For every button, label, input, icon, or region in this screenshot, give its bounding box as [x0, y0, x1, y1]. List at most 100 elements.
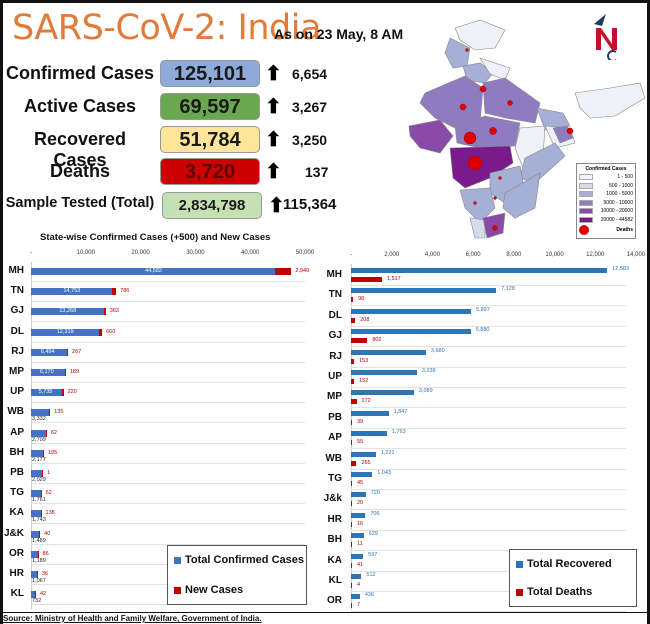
bar-total-deaths — [351, 542, 352, 548]
map-legend-title: Confirmed Cases — [585, 166, 627, 172]
value-label-new: 786 — [120, 288, 130, 295]
bar-total-recovered — [351, 472, 373, 477]
gridline — [31, 382, 305, 383]
legend-total-deaths: Total Deaths — [516, 586, 592, 598]
category-label: TG — [328, 473, 342, 484]
bar-total-deaths — [351, 603, 352, 609]
gridline — [351, 407, 626, 409]
gridline — [351, 427, 626, 429]
category-label: TG — [10, 487, 24, 499]
value-label-recovered: 3,089 — [418, 388, 433, 395]
bar-total-confirmed — [31, 288, 112, 296]
bar-total-deaths — [351, 481, 352, 486]
stat-label: Sample Tested (Total) — [5, 195, 155, 211]
bar-total-deaths — [351, 358, 355, 364]
legend-total-confirmed: Total Confirmed Cases — [174, 554, 304, 566]
value-label-new: 138 — [45, 510, 55, 517]
gridline — [351, 489, 626, 490]
bar-total-confirmed — [31, 550, 38, 558]
bar-new-cases — [111, 288, 117, 296]
category-label: KA — [9, 507, 24, 519]
value-label-total: 3,332 — [32, 416, 46, 423]
category-label: PB — [328, 411, 342, 423]
bar-total-deaths — [351, 317, 356, 323]
bar-new-cases — [275, 268, 292, 275]
right-chart-legend: Total Recovered Total Deaths — [509, 549, 637, 607]
category-label: DL — [10, 325, 24, 337]
gridline — [351, 550, 626, 552]
bar-total-deaths — [351, 379, 355, 384]
deaths-marker-icon — [579, 224, 589, 235]
bar-total-recovered — [351, 594, 360, 600]
value-label-deaths: 39 — [357, 418, 364, 425]
gridline — [351, 611, 626, 613]
value-label-deaths: 272 — [361, 398, 371, 405]
gridline — [31, 361, 305, 363]
gridline — [351, 468, 626, 470]
bar-total-deaths — [351, 277, 382, 282]
bar-new-cases — [98, 328, 103, 336]
bar-total-confirmed — [31, 389, 63, 397]
legend-swatch — [174, 556, 181, 564]
value-label-recovered: 597 — [368, 551, 378, 558]
map-legend-item: 20000 - 44582 — [579, 216, 633, 225]
bar-total-confirmed — [31, 591, 35, 599]
legend-swatch — [579, 174, 593, 181]
value-label-recovered: 12,583 — [612, 266, 629, 272]
stat-value-box: 2,834,798 — [162, 192, 262, 219]
bar-total-deaths — [351, 297, 353, 303]
value-label-deaths: 265 — [361, 459, 371, 466]
map-legend-item: 10000 - 20000 — [579, 207, 633, 216]
value-label-new: 62 — [45, 490, 52, 497]
stat-label: Recovered Cases — [33, 129, 127, 170]
gridline — [31, 483, 305, 484]
category-label: MH — [326, 269, 342, 280]
category-label: J&K — [3, 527, 24, 539]
value-label-new: 36 — [41, 571, 48, 577]
bar-new-cases — [66, 348, 69, 356]
value-label-recovered: 5,880 — [475, 327, 490, 334]
bar-new-cases — [45, 429, 47, 437]
value-label-total: 1,489 — [32, 537, 46, 544]
gridline — [31, 281, 305, 282]
gridline — [31, 503, 305, 505]
bar-new-cases — [62, 389, 64, 397]
category-label: UP — [10, 386, 24, 398]
value-label-deaths: 98 — [357, 296, 365, 303]
bar-new-cases — [64, 369, 66, 376]
value-label-recovered: 436 — [364, 592, 375, 599]
value-label-total: 1,067 — [32, 578, 46, 584]
stat-value-box: 69,597 — [160, 93, 260, 120]
source-footer: Source: Ministry of Health and Family We… — [3, 612, 647, 624]
gridline — [351, 305, 626, 307]
stat-label: Deaths — [49, 161, 111, 181]
stat-delta: 137 — [305, 164, 329, 180]
category-label: BH — [9, 446, 24, 458]
category-label: OR — [9, 547, 24, 559]
value-label-deaths: 7 — [357, 602, 361, 609]
bar-total-recovered — [351, 451, 376, 457]
bar-total-confirmed — [31, 308, 104, 316]
value-label-new: 42 — [40, 591, 47, 598]
legend-swatch — [579, 208, 593, 215]
value-label-total: 1,761 — [32, 497, 46, 504]
bar-new-cases — [103, 308, 106, 316]
category-label: GJ — [10, 305, 24, 317]
gridline — [351, 285, 626, 286]
up-arrow-icon: ⬆ — [265, 63, 282, 85]
gridline — [31, 543, 305, 545]
value-label-new: 1 — [47, 470, 51, 476]
bar-new-cases — [37, 550, 39, 558]
stat-delta: 3,267 — [292, 99, 328, 115]
stat-value-box: 3,720 — [160, 158, 260, 185]
legend-swatch — [579, 191, 593, 198]
value-label-new: 363 — [109, 308, 119, 315]
value-label-recovered: 1,043 — [377, 470, 391, 476]
value-label-deaths: 208 — [360, 316, 370, 323]
bar-total-recovered — [351, 268, 608, 273]
gridline — [351, 448, 626, 450]
gridline — [351, 366, 626, 368]
bar-total-deaths — [351, 562, 352, 568]
gridline — [31, 402, 305, 404]
